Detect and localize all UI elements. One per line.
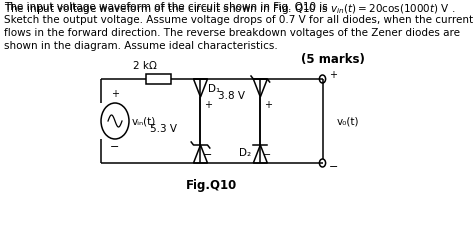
Text: The input voltage waveform of the circuit shown in Fig. Q10 is $v_{in}(t) = 20\c: The input voltage waveform of the circui… bbox=[4, 2, 456, 16]
Text: shown in the diagram. Assume ideal characteristics.: shown in the diagram. Assume ideal chara… bbox=[4, 41, 278, 51]
Text: The input voltage waveform of the circuit shown in Fig. Q10 is: The input voltage waveform of the circui… bbox=[4, 2, 334, 12]
Text: Sketch the output voltage. Assume voltage drops of 0.7 V for all diodes, when th: Sketch the output voltage. Assume voltag… bbox=[4, 15, 473, 25]
Text: +: + bbox=[264, 100, 272, 110]
Text: vᵢₙ(t): vᵢₙ(t) bbox=[131, 116, 155, 126]
Text: 5.3 V: 5.3 V bbox=[150, 124, 177, 134]
Text: +: + bbox=[328, 70, 337, 80]
Text: (5 marks): (5 marks) bbox=[301, 53, 365, 66]
Text: D₁: D₁ bbox=[208, 84, 220, 94]
Text: +: + bbox=[111, 89, 119, 99]
Text: −: − bbox=[263, 150, 271, 160]
Text: flows in the forward direction. The reverse breakdown voltages of the Zener diod: flows in the forward direction. The reve… bbox=[4, 28, 460, 38]
Text: −: − bbox=[110, 142, 120, 152]
Text: −: − bbox=[203, 150, 212, 160]
Text: Fig.Q10: Fig.Q10 bbox=[186, 179, 237, 192]
Text: D₂: D₂ bbox=[238, 148, 251, 158]
Bar bbox=[146, 74, 171, 84]
Text: v₀(t): v₀(t) bbox=[337, 116, 359, 126]
Text: −: − bbox=[328, 162, 338, 172]
Text: 2 kΩ: 2 kΩ bbox=[133, 61, 157, 71]
Text: +: + bbox=[204, 100, 212, 110]
Text: 3.8 V: 3.8 V bbox=[218, 91, 245, 101]
